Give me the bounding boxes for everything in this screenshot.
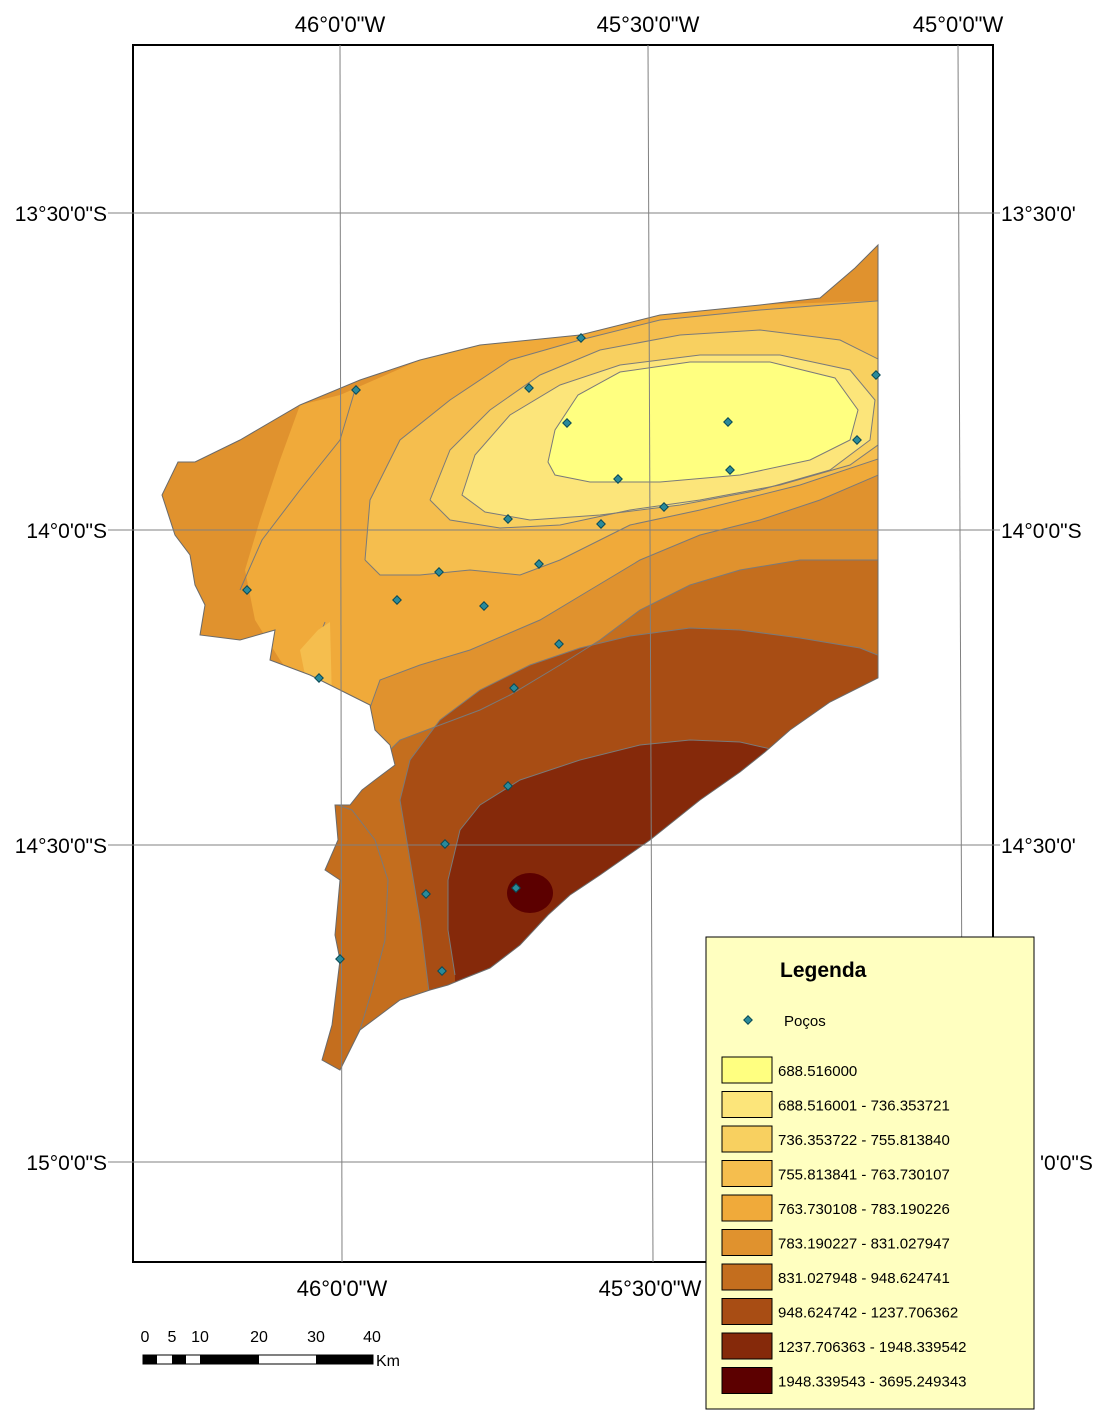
well-marker-25 bbox=[335, 954, 345, 964]
legend-label-8: 948.624742 - 1237.706362 bbox=[778, 1305, 958, 1322]
well-marker-10 bbox=[659, 502, 669, 512]
well-marker-7 bbox=[852, 435, 862, 445]
right-coord-1: 13°30'0' bbox=[1001, 203, 1076, 226]
legend-swatch-3 bbox=[721, 1125, 773, 1153]
well-marker-4 bbox=[562, 418, 572, 428]
legend-swatch-8 bbox=[721, 1298, 773, 1325]
legend-label-4: 755.813841 - 763.730107 bbox=[778, 1167, 950, 1184]
region-outline bbox=[161, 243, 879, 1071]
top-coord-1: 46°0'0"W bbox=[295, 12, 386, 37]
well-marker-24 bbox=[511, 883, 521, 893]
well-marker-2 bbox=[576, 333, 586, 343]
well-marker-12 bbox=[503, 514, 513, 524]
well-marker-16 bbox=[479, 601, 489, 611]
legend-label-7: 831.027948 - 948.624741 bbox=[778, 1270, 950, 1287]
wells-layer bbox=[242, 333, 881, 976]
legend-swatch-10 bbox=[721, 1367, 773, 1394]
well-marker-13 bbox=[534, 559, 544, 569]
well-marker-15 bbox=[392, 595, 402, 605]
well-legend-icon bbox=[743, 1015, 753, 1025]
bottom-coord-1: 46°0'0"W bbox=[297, 1276, 388, 1301]
well-marker-14 bbox=[434, 567, 444, 577]
legend-swatch-5 bbox=[721, 1194, 773, 1222]
right-coord-3: 14°30'0' bbox=[1001, 835, 1076, 858]
legend-classes: 688.516000 688.516001 - 736.353721 736.353… bbox=[721, 1056, 967, 1394]
left-coord-3: 14°30'0"S bbox=[15, 835, 107, 858]
well-marker-1 bbox=[351, 385, 361, 395]
well-marker-19 bbox=[314, 673, 324, 683]
well-marker-22 bbox=[440, 839, 450, 849]
band-1948-3695 bbox=[507, 873, 553, 913]
legend-label-3: 736.353722 - 755.813840 bbox=[778, 1132, 950, 1149]
right-coord-2: 14°0'0"S bbox=[1001, 520, 1082, 543]
well-marker-3 bbox=[524, 383, 534, 393]
left-coord-1: 13°30'0"S bbox=[15, 203, 107, 226]
well-legend-label: Poços bbox=[784, 1013, 826, 1030]
scale-unit: Km bbox=[376, 1353, 400, 1370]
scale-tick-10: 10 bbox=[191, 1329, 209, 1346]
legend-label-6: 783.190227 - 831.027947 bbox=[778, 1236, 950, 1253]
scale-tick-0: 0 bbox=[141, 1329, 150, 1346]
legend-label-2: 688.516001 - 736.353721 bbox=[778, 1098, 950, 1115]
scale-bar: 0 5 10 20 30 40 Km bbox=[141, 1329, 400, 1370]
well-marker-17 bbox=[242, 585, 252, 595]
well-marker-11 bbox=[596, 519, 606, 529]
legend-swatch-1 bbox=[721, 1056, 773, 1084]
legend-title: Legenda bbox=[780, 959, 867, 982]
legend-swatch-2 bbox=[721, 1091, 773, 1118]
legend-label-9: 1237.706363 - 1948.339542 bbox=[778, 1339, 967, 1356]
legend-label-5: 763.730108 - 783.190226 bbox=[778, 1201, 950, 1218]
legend-swatch-4 bbox=[721, 1160, 773, 1187]
legend: Legenda Poços 688.516000 688.516001 - 736… bbox=[705, 936, 1035, 1410]
legend-swatch-6 bbox=[721, 1229, 773, 1256]
scale-tick-30: 30 bbox=[307, 1329, 325, 1346]
well-marker-6 bbox=[871, 370, 881, 380]
right-coord-4: '0'0"S bbox=[1040, 1152, 1093, 1175]
top-coord-3: 45°0'0"W bbox=[913, 12, 1004, 37]
well-marker-20 bbox=[509, 683, 519, 693]
well-marker-18 bbox=[554, 639, 564, 649]
legend-label-10: 1948.339543 - 3695.249343 bbox=[778, 1374, 967, 1391]
well-marker-21 bbox=[503, 781, 513, 791]
left-coord-2: 14°0'0"S bbox=[26, 520, 107, 543]
well-marker-9 bbox=[613, 474, 623, 484]
top-coord-2: 45°30'0"W bbox=[597, 12, 700, 37]
left-coord-4: 15°0'0"S bbox=[26, 1152, 107, 1175]
band-688 bbox=[548, 362, 858, 482]
bottom-coord-2: 45°30'0"W bbox=[599, 1276, 702, 1301]
well-marker-26 bbox=[437, 966, 447, 976]
well-marker-23 bbox=[421, 889, 431, 899]
legend-swatch-9 bbox=[721, 1332, 773, 1360]
well-marker-5 bbox=[723, 417, 733, 427]
well-marker-8 bbox=[725, 465, 735, 475]
legend-label-1: 688.516000 bbox=[778, 1063, 857, 1080]
scale-tick-5: 5 bbox=[168, 1329, 177, 1346]
scale-tick-20: 20 bbox=[250, 1329, 268, 1346]
legend-swatch-7 bbox=[721, 1263, 773, 1291]
scale-tick-40: 40 bbox=[363, 1329, 381, 1346]
